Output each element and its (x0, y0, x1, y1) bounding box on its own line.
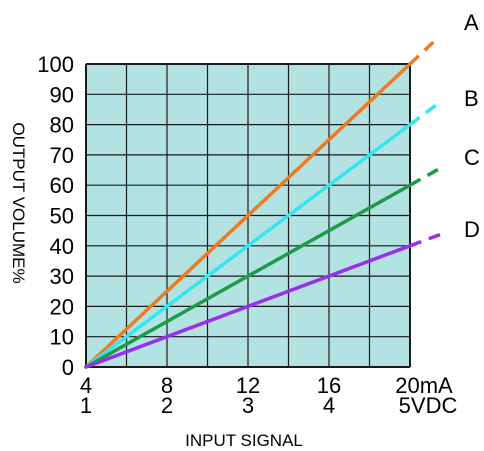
x-tick-label-primary: 4 (80, 373, 92, 398)
y-tick-label: 10 (50, 325, 74, 350)
series-line-c (84, 183, 412, 369)
series-label-b: B (464, 86, 479, 111)
y-tick-label: 90 (50, 82, 74, 107)
series-extension-d (409, 231, 445, 248)
y-axis-title: OUTPUT VOLUME% (9, 122, 28, 283)
x-tick-label-secondary: 2 (161, 393, 173, 418)
series-line-b (84, 122, 412, 369)
y-tick-label: 80 (50, 113, 74, 138)
series-label-a: A (464, 10, 479, 35)
y-tick-label: 20 (50, 294, 74, 319)
y-tick-label: 100 (37, 52, 74, 77)
series-lines (84, 38, 445, 369)
x-tick-label-secondary: 1 (80, 393, 92, 418)
y-tick-label: 60 (50, 173, 74, 198)
x-tick-label-primary: 20mA (395, 373, 453, 398)
series-labels: A B C D (464, 10, 480, 242)
y-tick-labels: 0 10 20 30 40 50 60 70 80 90 100 (37, 52, 74, 380)
series-extension-a (408, 38, 438, 66)
x-tick-label-secondary: 3 (242, 393, 254, 418)
series-label-c: C (464, 145, 480, 170)
x-tick-label-primary: 12 (236, 373, 260, 398)
y-tick-label: 70 (50, 143, 74, 168)
y-tick-label: 40 (50, 234, 74, 259)
series-line-a (84, 62, 412, 369)
y-tick-label: 0 (62, 355, 74, 380)
x-tick-label-primary: 8 (161, 373, 173, 398)
x-axis-title: INPUT SIGNAL (185, 431, 303, 450)
x-tick-label-secondary: 4 (323, 393, 335, 418)
series-line-d (84, 244, 412, 369)
series-extension-c (409, 166, 443, 187)
x-tick-label-primary: 16 (317, 373, 341, 398)
y-tick-label: 30 (50, 264, 74, 289)
y-tick-label: 50 (50, 204, 74, 229)
x-tick-label-secondary: 5VDC (399, 393, 458, 418)
series-extension-b (408, 101, 440, 127)
series-label-d: D (464, 217, 480, 242)
